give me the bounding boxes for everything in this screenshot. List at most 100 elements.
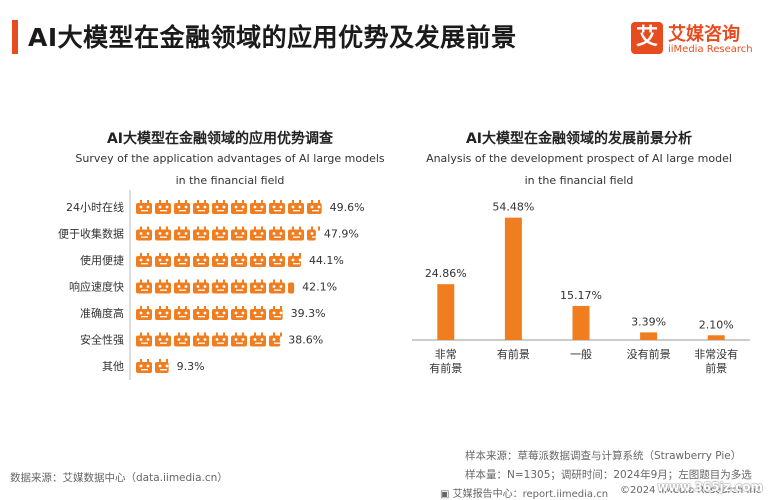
data-source-note: 数据来源：艾媒数据中心（data.iimedia.cn）	[10, 472, 228, 484]
left-pictogram-bar	[136, 306, 283, 320]
left-value-label: 42.1%	[302, 281, 337, 294]
right-value-label: 3.39%	[631, 315, 666, 328]
robot-icon	[231, 226, 247, 241]
left-pictogram-bar	[136, 226, 321, 241]
left-chart-pictogram-bars: 24小时在线 49.6% 便于收集数据 47.9% 使用便捷 44.1% 响应速度快 42.1…	[58, 190, 365, 380]
left-pictogram-bar	[136, 200, 322, 214]
robot-icon	[155, 226, 171, 241]
robot-icon	[212, 306, 228, 320]
left-category-label: 其他	[102, 360, 124, 373]
right-category-label: 有前景	[497, 347, 530, 361]
left-category-label: 使用便捷	[80, 253, 124, 267]
left-pictogram-bar	[136, 253, 302, 267]
sample-info-note: 样本量：N=1305；调研时间：2024年9月；左图题目为多选	[465, 469, 752, 481]
left-pictogram-bar	[136, 279, 295, 294]
right-category-label: 非常	[435, 348, 457, 361]
left-value-label: 44.1%	[309, 254, 344, 267]
right-value-label: 54.48%	[492, 201, 534, 214]
robot-icon	[136, 226, 152, 241]
right-bar	[640, 332, 658, 340]
robot-icon	[155, 306, 171, 320]
left-chart-subtitle-line2: in the financial field	[175, 174, 285, 187]
robot-icon	[193, 332, 209, 347]
left-chart-title: AI大模型在金融领域的应用优势调查	[106, 131, 334, 147]
right-bar	[572, 305, 590, 340]
right-chart-vertical-bars: 24.86%非常有前景54.48%有前景15.17%一般3.39%没有前景2.1…	[412, 201, 750, 375]
robot-icon-partial	[155, 359, 169, 373]
copyright-note: ©2024 iiMedia Research Inc	[620, 485, 762, 496]
right-chart-subtitle-line2: in the financial field	[524, 174, 634, 187]
right-category-label: 有前景	[429, 361, 462, 375]
right-value-label: 15.17%	[560, 289, 602, 302]
right-chart-title: AI大模型在金融领域的发展前景分析	[465, 131, 693, 147]
robot-icon	[231, 279, 247, 294]
right-value-label: 24.86%	[425, 267, 467, 280]
left-category-label: 准确度高	[80, 306, 124, 320]
robot-icon	[269, 253, 285, 267]
robot-icon	[288, 200, 304, 214]
robot-icon	[250, 279, 266, 294]
robot-icon	[174, 226, 190, 241]
robot-icon	[174, 200, 190, 214]
left-value-label: 38.6%	[288, 334, 323, 347]
left-value-label: 47.9%	[324, 228, 359, 241]
robot-icon	[136, 306, 152, 320]
report-center-link[interactable]: ▣ 艾媒报告中心：report.iimedia.cn	[440, 485, 608, 500]
robot-icon	[155, 253, 171, 267]
right-chart-subtitle: Analysis of the development prospect of …	[394, 148, 764, 192]
robot-icon	[136, 200, 152, 214]
robot-icon	[155, 200, 171, 214]
robot-icon	[212, 253, 228, 267]
report-center-text: 艾媒报告中心：report.iimedia.cn	[452, 489, 609, 500]
left-category-label: 24小时在线	[66, 200, 124, 214]
left-value-label: 9.3%	[177, 360, 205, 373]
robot-icon	[269, 200, 285, 214]
robot-icon	[250, 306, 266, 320]
right-bar	[504, 217, 522, 340]
robot-icon	[193, 226, 209, 241]
robot-icon	[174, 279, 190, 294]
robot-icon	[155, 332, 171, 347]
robot-icon	[212, 226, 228, 241]
robot-icon	[231, 200, 247, 214]
robot-icon	[250, 253, 266, 267]
robot-icon	[136, 359, 152, 373]
left-pictogram-bar	[136, 359, 169, 373]
robot-icon	[136, 332, 152, 347]
robot-icon	[193, 306, 209, 320]
robot-icon	[231, 332, 247, 347]
robot-icon	[174, 306, 190, 320]
logo-name-cn: 艾媒咨询	[668, 24, 740, 45]
robot-icon	[174, 253, 190, 267]
robot-icon	[212, 332, 228, 347]
left-value-label: 49.6%	[330, 201, 365, 214]
right-chart-subtitle-line1: Analysis of the development prospect of …	[426, 152, 732, 165]
robot-icon	[174, 332, 190, 347]
robot-icon-partial	[269, 306, 283, 320]
sample-source-note: 样本来源：草莓派数据调查与计算系统（Strawberry Pie）	[465, 450, 742, 462]
right-category-label: 前景	[705, 361, 727, 375]
robot-icon	[193, 200, 209, 214]
right-category-label: 一般	[570, 348, 592, 361]
left-category-label: 便于收集数据	[58, 227, 124, 241]
right-value-label: 2.10%	[699, 318, 734, 331]
robot-icon	[269, 279, 285, 294]
logo-mark: 艾	[631, 22, 663, 54]
left-chart-subtitle-line1: Survey of the application advantages of …	[75, 152, 385, 165]
robot-icon	[250, 200, 266, 214]
robot-icon	[288, 226, 304, 241]
right-bar	[437, 284, 455, 340]
robot-icon	[250, 332, 266, 347]
site-watermark: www.365jz.com	[657, 480, 763, 494]
robot-icon	[193, 253, 209, 267]
robot-icon	[269, 226, 285, 241]
robot-icon-partial	[307, 200, 322, 214]
robot-icon	[231, 306, 247, 320]
left-chart-subtitle: Survey of the application advantages of …	[20, 148, 440, 192]
robot-icon	[212, 279, 228, 294]
left-category-label: 响应速度快	[69, 280, 124, 294]
left-category-label: 安全性强	[80, 333, 124, 347]
page-title: AI大模型在金融领域的应用优势及发展前景	[28, 23, 517, 52]
left-value-label: 39.3%	[291, 307, 326, 320]
right-category-label: 非常没有	[694, 347, 738, 361]
